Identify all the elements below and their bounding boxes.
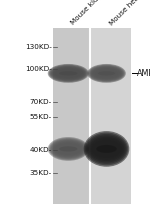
Ellipse shape	[51, 140, 86, 158]
FancyBboxPatch shape	[53, 28, 90, 204]
Ellipse shape	[50, 65, 87, 81]
Text: 40KD-: 40KD-	[30, 147, 52, 153]
Ellipse shape	[86, 134, 127, 164]
Text: 130KD-: 130KD-	[25, 44, 52, 50]
Ellipse shape	[55, 69, 81, 78]
Ellipse shape	[52, 141, 85, 157]
Ellipse shape	[59, 146, 77, 152]
Ellipse shape	[91, 140, 122, 158]
Ellipse shape	[54, 143, 82, 155]
Ellipse shape	[48, 64, 89, 83]
Ellipse shape	[91, 67, 122, 80]
Ellipse shape	[90, 138, 123, 160]
Text: 55KD-: 55KD-	[30, 114, 52, 120]
Ellipse shape	[59, 71, 77, 76]
Text: 100KD-: 100KD-	[25, 66, 52, 72]
Text: 35KD-: 35KD-	[30, 170, 52, 176]
Ellipse shape	[49, 65, 88, 82]
Ellipse shape	[98, 71, 115, 76]
Ellipse shape	[52, 67, 85, 80]
Ellipse shape	[89, 65, 124, 81]
Ellipse shape	[87, 64, 126, 83]
Ellipse shape	[92, 141, 121, 157]
Text: Mouse heart: Mouse heart	[109, 0, 145, 26]
Ellipse shape	[48, 137, 89, 161]
Ellipse shape	[53, 142, 83, 156]
Text: Mouse kidney: Mouse kidney	[70, 0, 110, 26]
Ellipse shape	[85, 132, 128, 165]
Ellipse shape	[93, 69, 120, 78]
Ellipse shape	[84, 131, 129, 167]
Text: AMPD3: AMPD3	[137, 69, 150, 78]
Ellipse shape	[87, 135, 126, 162]
Ellipse shape	[51, 66, 86, 81]
Ellipse shape	[94, 69, 119, 78]
Ellipse shape	[90, 66, 123, 81]
Ellipse shape	[88, 65, 125, 82]
Ellipse shape	[49, 138, 88, 160]
Ellipse shape	[96, 145, 117, 153]
Ellipse shape	[50, 139, 87, 159]
FancyBboxPatch shape	[90, 28, 130, 204]
Ellipse shape	[54, 69, 82, 78]
Ellipse shape	[55, 144, 81, 154]
Ellipse shape	[92, 68, 121, 79]
Text: 70KD-: 70KD-	[30, 99, 52, 105]
Ellipse shape	[88, 137, 125, 161]
Ellipse shape	[53, 68, 83, 79]
